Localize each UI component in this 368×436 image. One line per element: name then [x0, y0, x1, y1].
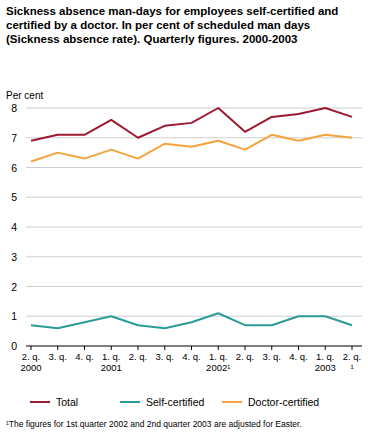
y-tick-label: 4	[11, 221, 17, 233]
grid-line	[26, 256, 362, 257]
x-tick	[218, 346, 219, 350]
grid-line	[26, 108, 362, 109]
x-tick-label: 4. q.	[75, 351, 94, 362]
x-tick	[298, 346, 299, 350]
x-tick-label: 2. q.	[236, 351, 255, 362]
x-tick-label: 2. q.2000	[20, 351, 41, 373]
chart: Per cent 0 1 2 3 4 5 6 7 8 2. q.2000 3. q. 4. q. 1. q…	[0, 0, 368, 436]
x-tick	[245, 346, 246, 350]
y-tick-label: 2	[11, 281, 17, 293]
series-line	[31, 108, 352, 141]
y-tick-label: 6	[11, 162, 17, 174]
x-tick-label: 3. q.	[49, 351, 68, 362]
y-tick-label: 0	[11, 340, 17, 352]
x-tick	[164, 346, 165, 350]
x-tick-label: 3. q.	[156, 351, 175, 362]
x-tick	[352, 346, 353, 350]
footnote: ¹The figures for 1st quarter 2002 and 2n…	[6, 419, 366, 429]
x-tick	[57, 346, 58, 350]
x-tick	[138, 346, 139, 350]
y-tick-label: 1	[11, 310, 17, 322]
x-tick	[111, 346, 112, 350]
x-tick-label: 3. q.	[263, 351, 282, 362]
x-tick-label: 4. q.	[289, 351, 308, 362]
legend-label: Doctor-certified	[248, 396, 319, 408]
x-tick	[325, 346, 326, 350]
legend-label: Self-certified	[146, 396, 205, 408]
grid-line	[26, 346, 362, 347]
x-tick	[271, 346, 272, 350]
grid-line	[26, 167, 362, 168]
title: Sickness absence man-days for employees …	[6, 4, 362, 46]
y-axis-label: Per cent	[6, 90, 43, 101]
series-line	[31, 313, 352, 328]
legend-swatch	[30, 401, 50, 403]
x-tick-label: 2. q.¹	[343, 351, 362, 373]
y-tick-label: 3	[11, 251, 17, 263]
legend-label: Total	[56, 396, 78, 408]
y-tick-label: 8	[11, 102, 17, 114]
grid-line	[26, 286, 362, 287]
grid-line	[26, 227, 362, 228]
legend-swatch	[222, 401, 242, 403]
x-tick-label: 1. q.2001	[101, 351, 122, 373]
y-tick-label: 7	[11, 132, 17, 144]
grid-line	[26, 197, 362, 198]
x-tick	[84, 346, 85, 350]
x-tick	[31, 346, 32, 350]
series-line	[31, 135, 352, 162]
x-tick-label: 4. q.	[182, 351, 201, 362]
x-tick	[191, 346, 192, 350]
x-tick-label: 1. q.2003	[315, 351, 336, 373]
x-tick-label: 2. q.	[129, 351, 148, 362]
y-tick-label: 5	[11, 191, 17, 203]
x-tick-label: 1. q.2002¹	[206, 351, 230, 373]
legend-swatch	[120, 401, 140, 403]
